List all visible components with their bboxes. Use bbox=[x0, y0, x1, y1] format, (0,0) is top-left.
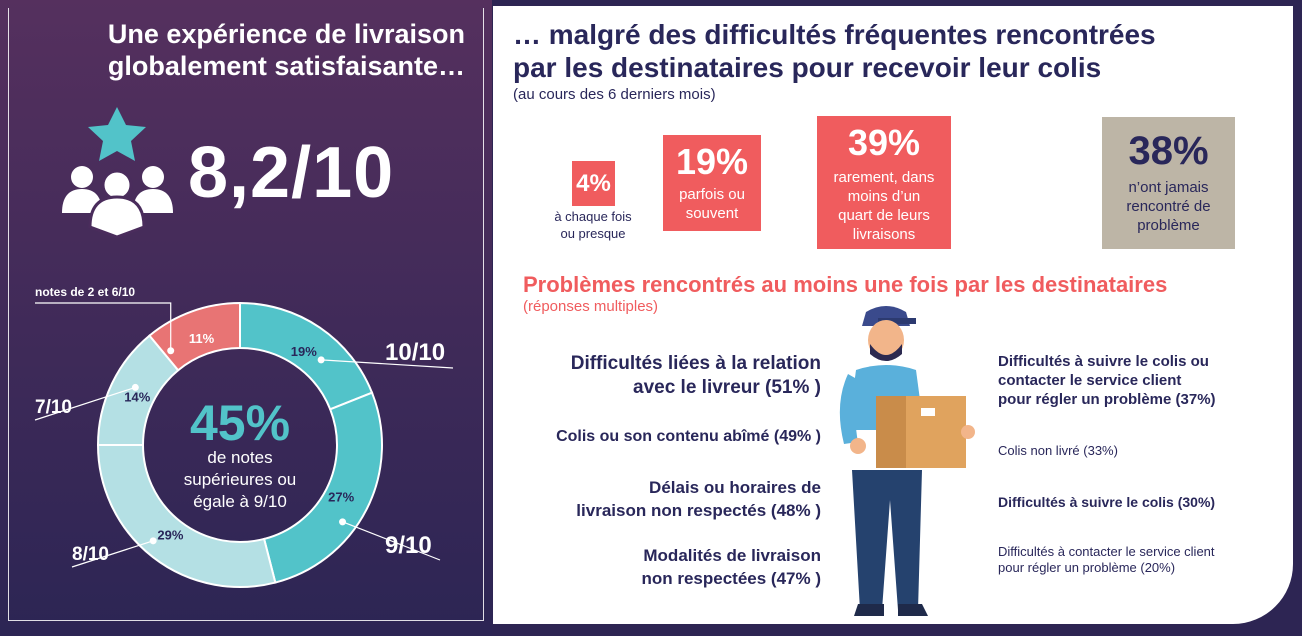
callout-line bbox=[71, 540, 154, 568]
center-caption: de notes bbox=[207, 448, 272, 467]
satisfaction-score: 8,2/10 bbox=[188, 133, 395, 213]
label-line: souvent bbox=[685, 205, 739, 222]
problem-tracking: Difficultés à suivre le colis (30%) bbox=[998, 494, 1215, 510]
left-title: Une expérience de livraison globalement … bbox=[107, 19, 465, 81]
title-line-2: par les destinataires pour recevoir leur… bbox=[513, 52, 1102, 83]
section-subtitle: (réponses multiples) bbox=[523, 298, 659, 315]
panel-frame bbox=[8, 8, 484, 621]
label-line: livraisons bbox=[852, 226, 916, 243]
slice-label: 19% bbox=[291, 344, 317, 359]
title-line-1: … malgré des difficultés fréquentes renc… bbox=[513, 19, 1156, 50]
label-line: Difficultés liées à la relation bbox=[570, 353, 821, 374]
label-line: Difficultés à suivre le colis ou bbox=[998, 353, 1209, 370]
donut-chart: 19% 10/10 27% 9/10 29% 8/10 14% 7/10 11% notes de… bbox=[34, 285, 454, 588]
slice-label: 29% bbox=[157, 528, 183, 543]
freq-pct: 19% bbox=[675, 141, 749, 182]
label-line: parfois ou bbox=[679, 186, 745, 203]
label-line: n’ont jamais bbox=[1128, 179, 1209, 196]
freq-39-box: 39% rarement, dans moins d’un quart de leur… bbox=[817, 116, 951, 249]
callout-line bbox=[35, 302, 172, 351]
callout-line bbox=[342, 521, 441, 561]
category-label: 9/10 bbox=[385, 532, 432, 559]
freq-pct: 4% bbox=[576, 170, 611, 197]
label-line: ou presque bbox=[560, 226, 626, 241]
label-line: rarement, dans bbox=[833, 169, 935, 186]
label-line: Délais ou horaires de bbox=[649, 478, 821, 497]
left-panel: Une expérience de livraison globalement … bbox=[0, 0, 492, 636]
freq-38-box: 38% n’ont jamais rencontré de problème bbox=[1102, 117, 1235, 249]
problem-tracking-contact: Difficultés à suivre le colis ou contacte… bbox=[998, 352, 1216, 409]
category-label: notes de 2 et 6/10 bbox=[35, 285, 135, 299]
problem-not-delivered: Colis non livré (33%) bbox=[998, 443, 1118, 458]
label-line: pour régler un problème (20%) bbox=[998, 560, 1176, 575]
label-line: contacter le service client bbox=[998, 372, 1182, 389]
right-panel: … malgré des difficultés fréquentes renc… bbox=[493, 6, 1293, 624]
slice-label: 27% bbox=[328, 490, 354, 505]
label-line: Colis ou son contenu abîmé (49% ) bbox=[556, 428, 821, 445]
right-title: … malgré des difficultés fréquentes renc… bbox=[513, 18, 1156, 84]
right-subtitle: (au cours des 6 derniers mois) bbox=[513, 86, 716, 103]
label-line: avec le livreur (51% ) bbox=[633, 377, 821, 398]
freq-4-label: à chaque fois ou presque bbox=[543, 208, 643, 242]
label-line: à chaque fois bbox=[554, 209, 632, 224]
freq-pct: 39% bbox=[847, 122, 921, 163]
label-line: problème bbox=[1137, 217, 1200, 234]
callout-dot bbox=[131, 383, 139, 391]
freq-19-box: 19% parfois ou souvent bbox=[663, 135, 761, 231]
freq-pct: 38% bbox=[1128, 129, 1209, 173]
freq-4-box: 4% bbox=[572, 161, 615, 206]
donut-slice bbox=[96, 444, 277, 588]
problem-delays: Délais ou horaires de livraison non respe… bbox=[576, 476, 821, 522]
label-line: Difficultés à contacter le service clien… bbox=[998, 544, 1215, 559]
slice-label: 14% bbox=[124, 390, 150, 405]
slice-label: 11% bbox=[189, 331, 215, 346]
problem-modalities: Modalités de livraison non respectées (47… bbox=[641, 544, 821, 590]
label-line: Colis non livré (33%) bbox=[998, 443, 1118, 458]
label-line: rencontré de bbox=[1126, 198, 1211, 215]
category-label: 10/10 bbox=[385, 339, 445, 366]
category-label: 7/10 bbox=[35, 397, 72, 418]
callout-dot bbox=[339, 518, 347, 526]
label-line: moins d’un bbox=[847, 188, 921, 205]
center-value: 45% bbox=[190, 395, 290, 451]
center-caption: égale à 9/10 bbox=[193, 492, 287, 511]
label-line: Modalités de livraison bbox=[643, 546, 821, 565]
category-label: 8/10 bbox=[72, 544, 109, 565]
callout-line bbox=[321, 359, 454, 369]
label-line: livraison non respectés (48% ) bbox=[576, 501, 821, 520]
callout-line bbox=[34, 386, 136, 421]
center-caption: supérieures ou bbox=[184, 470, 296, 489]
users-star-icon bbox=[62, 107, 173, 239]
label-line: quart de leurs bbox=[838, 207, 930, 224]
label-line: Difficultés à suivre le colis (30%) bbox=[998, 494, 1216, 510]
label-line: non respectées (47% ) bbox=[641, 569, 821, 588]
delivery-person-illustration bbox=[839, 306, 975, 616]
problem-relation: Difficultés liées à la relation avec le l… bbox=[571, 352, 821, 400]
label-line: pour régler un problème (37%) bbox=[998, 391, 1216, 408]
section-title: Problèmes rencontrés au moins une fois p… bbox=[523, 272, 1168, 297]
problem-damaged: Colis ou son contenu abîmé (49% ) bbox=[556, 428, 821, 446]
problem-contact: Difficultés à contacter le service clien… bbox=[998, 544, 1215, 576]
